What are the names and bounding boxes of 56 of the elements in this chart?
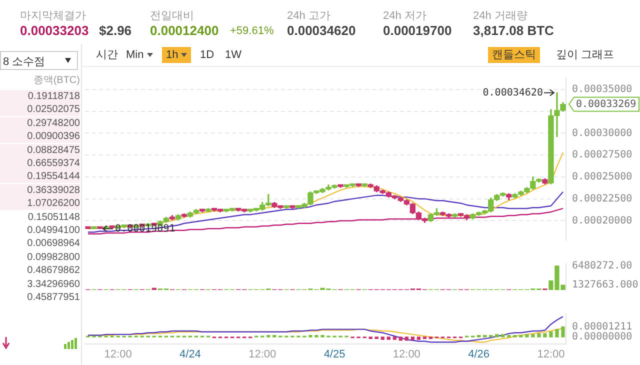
text: 0.48679862 xyxy=(27,265,80,276)
text: 0.02502075 xyxy=(27,104,80,116)
text: 1D xyxy=(200,48,214,63)
x-tick-label: 12:00 xyxy=(104,348,132,360)
text: 0.09982800 xyxy=(27,252,80,263)
text: 0.00033203 xyxy=(20,23,89,38)
y-tick-label: 6480272.00 xyxy=(572,260,632,272)
x-tick-label: 4/25 xyxy=(324,348,346,360)
text: 8 소수점 xyxy=(3,55,46,69)
text: $2.96 xyxy=(99,23,132,38)
y-tick-label: 1327663.000 xyxy=(572,280,638,291)
text: 0.08828475 xyxy=(27,144,80,156)
text: Min xyxy=(126,48,144,63)
y-tick-label: 0.00030000 xyxy=(572,128,632,139)
y-tick-label: 0.00027500 xyxy=(572,150,632,161)
text: +59.61% xyxy=(230,25,274,37)
y-tick-label: 0.00000000 xyxy=(572,332,632,343)
x-tick-label: 12:00 xyxy=(537,348,565,360)
text: 0.45877951 xyxy=(27,292,80,303)
y-tick-label: 0.00025000 xyxy=(572,172,632,183)
text: 1W xyxy=(225,48,242,63)
text: 0.04994100 xyxy=(27,225,80,236)
x-tick-label: 4/26 xyxy=(468,348,490,360)
text: 0.36339028 xyxy=(27,184,80,196)
y-tick-label: 0.00020000 xyxy=(572,215,632,226)
annotation: 0.00034620 xyxy=(482,87,543,98)
text: 깊이 그래프 xyxy=(556,48,614,63)
text: 마지막체결가 xyxy=(20,9,86,23)
text: 0.15051148 xyxy=(28,212,80,223)
text: 0.00900396 xyxy=(27,131,80,142)
text: 0.00012400 xyxy=(150,23,219,38)
x-tick-label: 12:00 xyxy=(392,348,420,360)
y-tick-label: 0.00022500 xyxy=(572,193,632,204)
text: 3.34296960 xyxy=(27,278,80,290)
text: 1h xyxy=(166,48,178,63)
text: 24h 고가 xyxy=(287,9,330,23)
text: 0.19118718 xyxy=(28,91,80,102)
x-tick-label: 12:00 xyxy=(248,348,276,360)
text: 0.00019700 xyxy=(383,23,452,38)
text: 시간 xyxy=(96,48,118,63)
y-tick-label: 0.00035000 xyxy=(572,84,632,95)
text: 전일대비 xyxy=(150,9,194,23)
text: 0.00034620 xyxy=(287,23,356,38)
text: 종액(BTC) xyxy=(33,75,80,86)
text: 0.00698964 xyxy=(27,238,80,250)
x-tick-label: 4/24 xyxy=(180,348,201,360)
text: 1.07026200 xyxy=(27,198,80,210)
y-tick-label: 0.00001211 xyxy=(572,321,632,332)
text: 24h 거래량 xyxy=(473,9,528,23)
text: 0.19554144 xyxy=(27,171,80,182)
text: 0.00033269 xyxy=(576,98,636,110)
text: 캔들스틱 xyxy=(492,48,536,63)
text: 3,817.08 BTC xyxy=(473,23,554,38)
text: 24h 저가 xyxy=(383,9,426,23)
text: 0.29748200 xyxy=(27,118,80,129)
text: 0.66559374 xyxy=(27,158,80,169)
